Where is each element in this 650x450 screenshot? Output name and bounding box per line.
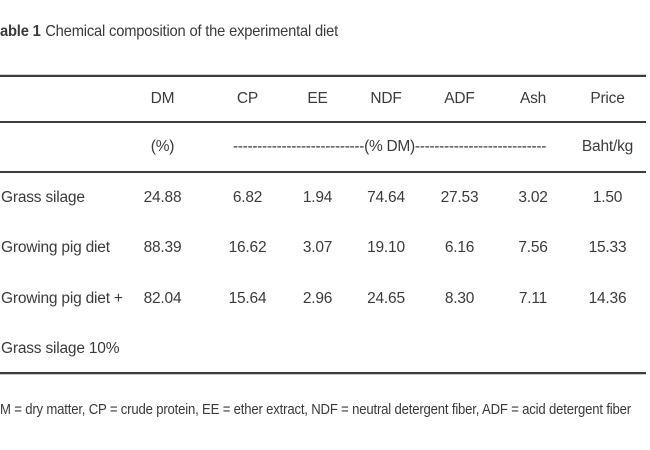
header-ash: Ash xyxy=(519,90,547,107)
table-row-growing-pig-diet-plus: Growing pig diet + 82.04 15.64 2.96 24.6… xyxy=(0,273,646,325)
row-label-line2: Grass silage 10% xyxy=(1,339,120,357)
table-footnote: M = dry matter, CP = crude protein, EE =… xyxy=(0,402,631,418)
cell-ndf: 74.64 xyxy=(367,189,405,206)
header-price: Price xyxy=(590,90,625,107)
units-dm-percent: (%) xyxy=(150,138,175,155)
cell-ee: 3.07 xyxy=(302,239,333,256)
cell-adf: 8.30 xyxy=(444,290,475,307)
cell-dm: 24.88 xyxy=(143,189,182,206)
cell-adf: 6.16 xyxy=(444,239,475,256)
chemical-composition-table: DM CP EE NDF ADF Ash Price (%) ---------… xyxy=(0,75,646,374)
header-dm: DM xyxy=(150,90,175,107)
cell-ee: 2.96 xyxy=(302,290,333,307)
table-header-row: DM CP EE NDF ADF Ash Price xyxy=(0,77,646,123)
percent-dm-dashed-label: ---------------------------(% DM)-------… xyxy=(232,138,547,155)
table-caption: able 1 Chemical composition of the experi… xyxy=(0,23,338,41)
units-empty-cell xyxy=(0,123,115,171)
table-row-grass-silage: Grass silage 24.88 6.82 1.94 74.64 27.53… xyxy=(0,173,646,223)
table-row-label-continuation: Grass silage 10% xyxy=(0,325,646,372)
table-row-growing-pig-diet: Growing pig diet 88.39 16.62 3.07 19.10 … xyxy=(0,223,646,273)
cell-ndf: 19.10 xyxy=(367,239,405,256)
header-cp: CP xyxy=(236,90,259,107)
table-caption-text: Chemical composition of the experimental… xyxy=(45,23,339,40)
cell-cp: 6.82 xyxy=(232,189,263,206)
cell-ndf: 24.65 xyxy=(367,290,405,307)
cell-price: 14.36 xyxy=(588,290,627,307)
cell-ash: 7.56 xyxy=(518,239,548,256)
table-caption-number: able 1 xyxy=(0,23,41,40)
cell-price: 15.33 xyxy=(588,239,627,256)
units-price-bahtkg: Baht/kg xyxy=(581,138,634,155)
row-label: Growing pig diet xyxy=(1,239,110,256)
cell-adf: 27.53 xyxy=(440,189,479,206)
header-item-column xyxy=(0,77,115,121)
cell-ash: 7.11 xyxy=(518,290,548,307)
row-label: Grass silage xyxy=(1,189,85,206)
cell-ash: 3.02 xyxy=(518,189,548,206)
cell-price: 1.50 xyxy=(592,189,623,206)
units-percent-dm-span: ---------------------------(% DM)-------… xyxy=(210,123,569,171)
table-units-row: (%) ---------------------------(% DM)---… xyxy=(0,123,646,173)
cell-cp: 16.62 xyxy=(228,239,267,256)
cell-ee: 1.94 xyxy=(302,189,333,206)
cell-dm: 82.04 xyxy=(143,290,182,307)
cell-dm: 88.39 xyxy=(143,239,182,256)
header-adf: ADF xyxy=(444,90,475,107)
header-ee: EE xyxy=(307,90,328,107)
cell-cp: 15.64 xyxy=(228,290,267,307)
header-ndf: NDF xyxy=(370,90,402,107)
row-label: Growing pig diet + xyxy=(1,290,123,307)
